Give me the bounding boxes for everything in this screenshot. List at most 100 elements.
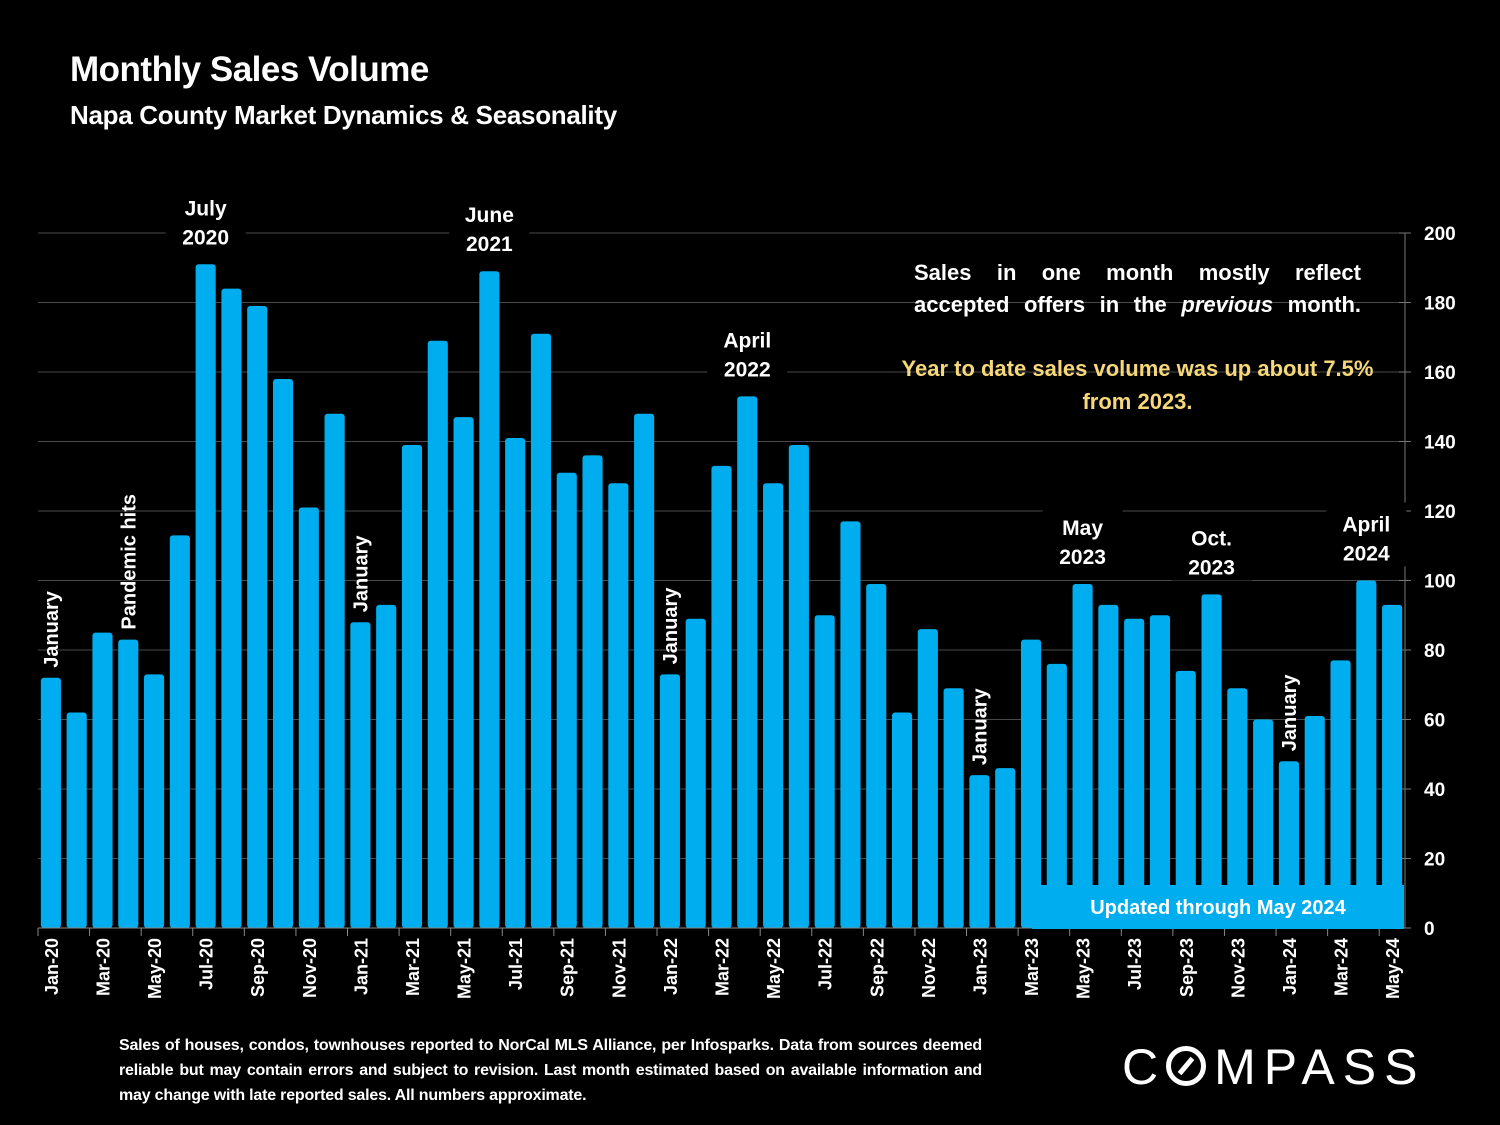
bar bbox=[1124, 618, 1145, 928]
bar bbox=[840, 521, 861, 928]
note-previous-month: Sales in one month mostly reflect accept… bbox=[914, 257, 1361, 321]
bar bbox=[92, 632, 113, 928]
x-tick-label: May-21 bbox=[455, 938, 475, 999]
x-tick-label: May-23 bbox=[1074, 938, 1094, 999]
bar bbox=[737, 396, 758, 928]
annotation-label: January bbox=[41, 590, 63, 668]
annotation-backdrop bbox=[165, 186, 246, 251]
bar bbox=[401, 444, 423, 928]
x-tick-label: Sep-20 bbox=[248, 938, 268, 997]
bar bbox=[530, 333, 552, 928]
x-tick-label: Jan-21 bbox=[351, 938, 371, 995]
annotation-label: 2023 bbox=[1188, 556, 1235, 579]
bar bbox=[943, 688, 964, 928]
x-tick-label: Jul-20 bbox=[197, 938, 217, 990]
annotation-label: 2022 bbox=[724, 358, 771, 381]
logo-rest: MPASS bbox=[1214, 1039, 1426, 1095]
annotation-label: Oct. bbox=[1191, 527, 1232, 550]
y-tick-label: 180 bbox=[1424, 294, 1456, 315]
logo-c: C bbox=[1122, 1039, 1167, 1095]
bar bbox=[917, 629, 938, 928]
x-tick-label: Mar-21 bbox=[403, 938, 423, 996]
bar bbox=[427, 340, 448, 929]
annotation-label: April bbox=[723, 329, 771, 352]
bar bbox=[582, 455, 603, 928]
x-tick-label: Mar-20 bbox=[93, 938, 113, 996]
bar bbox=[505, 438, 526, 928]
x-tick-label: Nov-22 bbox=[919, 938, 939, 998]
bar bbox=[1098, 604, 1119, 928]
annotation-backdrop bbox=[1171, 516, 1252, 581]
x-tick-label: Jan-23 bbox=[970, 938, 990, 995]
bar bbox=[1020, 639, 1042, 928]
bar bbox=[1227, 688, 1248, 928]
y-tick-label: 60 bbox=[1424, 711, 1445, 732]
annotation-label: July bbox=[185, 197, 227, 220]
annotation-label: January bbox=[660, 587, 682, 665]
x-tick-label: Jan-22 bbox=[661, 938, 681, 995]
y-tick-label: 120 bbox=[1424, 502, 1456, 523]
x-tick-label: Mar-22 bbox=[713, 938, 733, 996]
annotation-label: 2021 bbox=[466, 233, 513, 256]
bar bbox=[479, 271, 500, 929]
annotation-label: Pandemic hits bbox=[118, 494, 140, 630]
y-tick-label: 80 bbox=[1424, 641, 1445, 662]
bar bbox=[169, 535, 190, 928]
bar bbox=[891, 712, 913, 928]
annotation-label: May bbox=[1062, 517, 1103, 540]
updated-badge: Updated through May 2024 bbox=[1032, 885, 1404, 929]
x-tick-label: Nov-21 bbox=[609, 938, 629, 998]
bar bbox=[221, 288, 242, 929]
bar bbox=[272, 378, 294, 928]
x-tick-label: Jan-24 bbox=[1280, 938, 1300, 995]
bar bbox=[1175, 670, 1196, 928]
annotation-backdrop bbox=[1042, 505, 1123, 570]
bar bbox=[247, 305, 268, 929]
annotation-backdrop bbox=[1326, 502, 1407, 567]
x-tick-label: Nov-20 bbox=[300, 938, 320, 998]
bar bbox=[969, 775, 990, 928]
y-tick-label: 20 bbox=[1424, 850, 1445, 871]
x-tick-label: Jul-21 bbox=[506, 938, 526, 990]
bar bbox=[324, 413, 345, 928]
bar bbox=[1046, 663, 1067, 928]
y-tick-label: 100 bbox=[1424, 572, 1456, 593]
bar bbox=[1072, 583, 1093, 928]
bar bbox=[118, 639, 139, 928]
x-tick-label: Jan-20 bbox=[42, 938, 62, 995]
note-text-em: previous bbox=[1181, 292, 1274, 317]
bar bbox=[659, 674, 680, 928]
y-tick-label: 140 bbox=[1424, 433, 1456, 454]
bar bbox=[1304, 716, 1325, 928]
compass-logo: C MPASS bbox=[1122, 1038, 1425, 1096]
bar bbox=[453, 417, 474, 928]
bar bbox=[711, 465, 732, 928]
logo-o-icon bbox=[1166, 1046, 1207, 1086]
annotation-label: January bbox=[969, 688, 991, 766]
annotation-backdrop bbox=[449, 193, 530, 258]
x-tick-label: May-22 bbox=[764, 938, 784, 999]
annotation-label: January bbox=[350, 535, 372, 613]
annotation-label: 2020 bbox=[182, 226, 229, 249]
bar bbox=[1201, 594, 1222, 928]
chart-title: Monthly Sales Volume bbox=[70, 50, 429, 89]
bar bbox=[556, 472, 577, 928]
annotation-label: June bbox=[465, 204, 514, 227]
x-tick-label: Jul-22 bbox=[816, 938, 836, 990]
annotation-label: January bbox=[1279, 674, 1301, 752]
y-tick-label: 0 bbox=[1424, 919, 1435, 940]
bar bbox=[376, 604, 397, 928]
annotation-label: April bbox=[1342, 514, 1390, 537]
bar bbox=[298, 507, 319, 928]
note-text-a: Sales in one month mostly reflect accept… bbox=[914, 260, 1361, 317]
x-tick-label: Jul-23 bbox=[1125, 938, 1145, 990]
bar bbox=[814, 615, 835, 928]
x-tick-label: Sep-22 bbox=[867, 938, 887, 997]
bar bbox=[350, 622, 371, 928]
bar bbox=[685, 618, 706, 928]
bar bbox=[195, 264, 216, 928]
bar bbox=[634, 413, 655, 928]
y-tick-label: 40 bbox=[1424, 780, 1445, 801]
note-ytd: Year to date sales volume was up about 7… bbox=[901, 356, 1374, 414]
annotation-backdrop bbox=[707, 318, 788, 383]
